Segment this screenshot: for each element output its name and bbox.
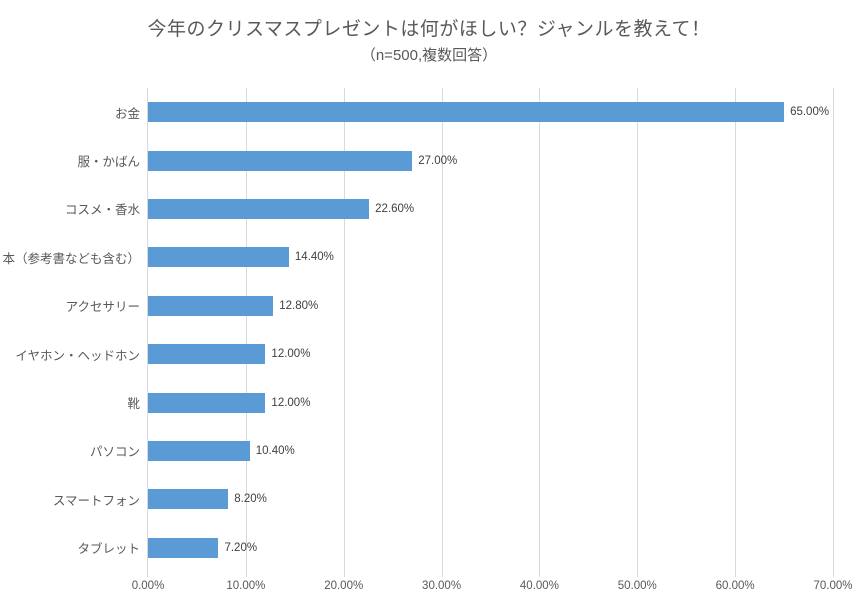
bar-row: スマートフォン 8.20% xyxy=(53,475,833,523)
bar-row: 服・かばん 27.00% xyxy=(77,136,833,184)
value-label: 65.00% xyxy=(790,106,830,119)
gridline xyxy=(245,88,247,577)
chart-title: 今年のクリスマスプレゼントは何がほしい？ジャンルを教えて！ xyxy=(147,19,711,40)
bar-row: アクセサリー 12.80% xyxy=(66,282,833,330)
category-label: 靴 xyxy=(127,397,140,412)
bar xyxy=(148,198,370,219)
category-label: 本（参考書なども含む） xyxy=(2,251,140,266)
axis-tick xyxy=(147,572,148,577)
x-axis-tick-label: 30.00% xyxy=(422,580,462,592)
category-label: イヤホン・ヘッドホン xyxy=(15,348,140,363)
gridline xyxy=(539,88,541,577)
value-label: 12.00% xyxy=(271,348,311,361)
category-label: アクセサリー xyxy=(65,300,140,315)
plot-area: 0.00% 10.00% 20.00% 30.00% 40.00% 50.00% 60.00… xyxy=(2,88,853,592)
chart-subtitle: （n=500,複数回答） xyxy=(360,47,498,64)
x-axis-tick-label: 60.00% xyxy=(715,580,755,592)
bar-row: 靴 12.00% xyxy=(127,378,833,426)
x-axis-tick-label: 0.00% xyxy=(131,580,165,592)
bar-row: 本（参考書なども含む） 14.40% xyxy=(2,233,833,281)
value-label: 12.80% xyxy=(279,299,319,312)
bar-row: お金 65.00% xyxy=(115,88,833,136)
bar xyxy=(148,150,413,171)
category-label: お金 xyxy=(114,106,140,121)
x-axis-tick-label: 40.00% xyxy=(519,580,559,592)
value-label: 7.20% xyxy=(224,541,258,554)
category-label: タブレット xyxy=(77,542,140,557)
gridline xyxy=(735,88,737,577)
gridline xyxy=(833,88,834,577)
category-label: コスメ・香水 xyxy=(64,203,140,218)
category-label: 服・かばん xyxy=(77,155,140,170)
x-axis-tick-label: 10.00% xyxy=(226,580,266,592)
value-label: 8.20% xyxy=(234,493,267,506)
x-axis-tick-label: 20.00% xyxy=(324,580,364,592)
x-axis-tick-label: 70.00% xyxy=(813,580,853,592)
gridline xyxy=(441,88,443,577)
gridline xyxy=(637,88,639,577)
value-label: 14.40% xyxy=(294,251,334,264)
gridline xyxy=(343,88,345,577)
category-label: パソコン xyxy=(89,445,140,460)
category-label: スマートフォン xyxy=(52,493,140,508)
value-label: 22.60% xyxy=(375,202,415,215)
bar xyxy=(148,247,289,268)
x-axis-tick-label: 50.00% xyxy=(617,580,657,592)
bar xyxy=(148,489,229,510)
bar-row: イヤホン・ヘッドホン 12.00% xyxy=(15,330,833,378)
bar-row: コスメ・香水 22.60% xyxy=(65,185,833,233)
value-label: 27.00% xyxy=(418,154,458,167)
bar xyxy=(148,344,266,365)
bar xyxy=(148,102,785,123)
bar xyxy=(148,537,219,558)
bar xyxy=(148,295,274,316)
bar xyxy=(148,440,250,461)
value-label: 10.40% xyxy=(255,444,295,457)
bar xyxy=(148,392,266,413)
bar-row: タブレット 7.20% xyxy=(77,524,833,572)
value-label: 12.00% xyxy=(271,396,311,409)
bar-row: パソコン 10.40% xyxy=(90,427,833,475)
